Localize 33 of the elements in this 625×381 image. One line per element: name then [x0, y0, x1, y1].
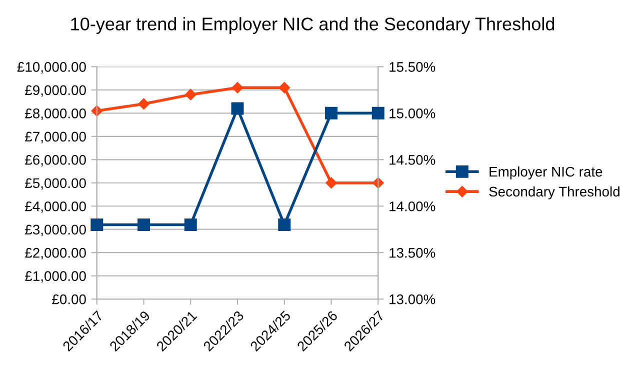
- point: [231, 102, 244, 115]
- point: [91, 105, 102, 116]
- point: [90, 218, 104, 231]
- point: [232, 82, 244, 94]
- y-tick-label: £7,000.00: [25, 132, 86, 144]
- y-tick-label: £8,000.00: [25, 108, 86, 120]
- point: [138, 218, 150, 231]
- y2-tick-label: 15.50%: [390, 62, 436, 72]
- y-tick-label: £3,000.00: [25, 224, 86, 236]
- y-tick-label: £9,000.00: [25, 85, 86, 97]
- point: [278, 218, 291, 231]
- y2-tick-label: 14.50%: [390, 154, 436, 165]
- y-tick-label: £2,000.00: [25, 248, 86, 260]
- y-tick-label: £4,000.00: [25, 201, 86, 213]
- y2-tick-label: 13.00%: [390, 294, 436, 304]
- point: [185, 88, 196, 100]
- y2-tick-label: 14.00%: [390, 201, 436, 212]
- y-tick-label: £1,000.00: [25, 271, 86, 283]
- chart-title: 10-year trend in Employer NIC and the Secondary Threshold: [71, 17, 554, 34]
- y-tick-label: £6,000.00: [25, 154, 86, 166]
- point: [138, 98, 150, 110]
- y2-tick-label: 15.00%: [390, 108, 436, 118]
- y-tick-label: £0.00: [52, 294, 86, 304]
- y2-tick-label: 13.50%: [390, 248, 436, 258]
- legend-label: Secondary Threshold: [489, 186, 620, 200]
- point: [372, 106, 384, 120]
- y-tick-label: £10,000.00: [17, 62, 86, 74]
- y-tick-label: £5,000.00: [25, 178, 86, 190]
- point: [184, 218, 197, 231]
- point: [325, 106, 338, 120]
- legend-label: Employer NIC rate: [490, 166, 602, 180]
- point: [278, 82, 290, 94]
- point: [326, 177, 337, 188]
